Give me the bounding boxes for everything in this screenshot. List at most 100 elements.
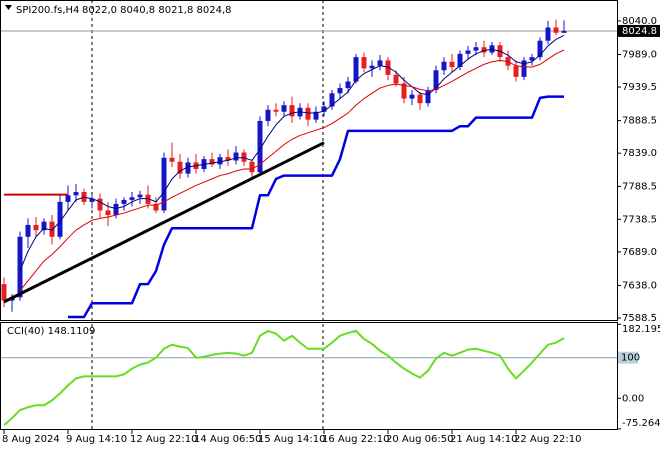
- candle-body: [49, 221, 55, 237]
- y-tick-label: 7989.0: [622, 49, 657, 60]
- candle-body: [161, 157, 167, 211]
- y-tick-label: 7788.5: [622, 181, 657, 192]
- last-price-label: 8024.8: [622, 26, 657, 37]
- candle-body: [185, 162, 191, 174]
- x-tick-label: 20 Aug 06:50: [386, 434, 453, 445]
- candle-body: [97, 198, 103, 211]
- candle-body: [241, 152, 247, 162]
- candle-body: [17, 236, 23, 298]
- indicator-title: CCI(40) 148.1109: [7, 326, 95, 337]
- candle-body: [289, 105, 295, 117]
- y-tick-label: 7588.5: [622, 313, 657, 324]
- candle-body: [457, 53, 463, 67]
- candle-body: [481, 47, 487, 53]
- candle-body: [281, 105, 287, 112]
- candle-body: [89, 198, 95, 202]
- candle-body: [361, 57, 367, 69]
- candle-body: [313, 111, 319, 120]
- candle-body: [145, 194, 151, 204]
- cci-line: [3, 329, 565, 426]
- candle-body: [417, 94, 423, 104]
- y-tick-label: 7888.5: [622, 116, 657, 127]
- candle-body: [473, 47, 479, 51]
- y-tick-label: 7738.5: [622, 214, 657, 225]
- candle-body: [553, 27, 559, 33]
- y-tick-label: 182.1954: [622, 324, 660, 335]
- candle-body: [353, 57, 359, 82]
- candle-body: [225, 157, 231, 161]
- trend-line: [3, 141, 325, 304]
- candle-body: [425, 90, 431, 104]
- candle-body: [233, 152, 239, 161]
- candle-body: [137, 194, 143, 198]
- candle-body: [433, 70, 439, 91]
- candle-body: [513, 65, 519, 77]
- indicator-line: [19, 49, 565, 292]
- candle-body: [257, 120, 263, 173]
- y-tick-label: 7689.0: [622, 247, 657, 258]
- candle-body: [65, 195, 71, 202]
- candle-body: [105, 210, 111, 216]
- level-label: 100: [621, 353, 640, 364]
- candle-body: [153, 203, 159, 211]
- x-tick-label: 21 Aug 14:10: [450, 434, 517, 445]
- candle-body: [121, 199, 127, 204]
- symbol-title: SPI200.fs,H4: [16, 5, 79, 16]
- candle-body: [209, 159, 215, 165]
- candle-body: [57, 201, 63, 237]
- candle-body: [329, 93, 335, 107]
- candle-body: [345, 81, 351, 89]
- candle-body: [305, 107, 311, 120]
- candle-body: [169, 157, 175, 162]
- candle-body: [377, 60, 383, 66]
- candle-body: [449, 61, 455, 67]
- candle-body: [217, 157, 223, 165]
- candle-body: [41, 221, 47, 231]
- x-tick-label: 15 Aug 14:10: [258, 434, 325, 445]
- candle-body: [529, 57, 535, 61]
- ohlc-readout: 8022,0 8040,8 8021,8 8024,8: [82, 5, 232, 16]
- y-tick-label: 7939.5: [622, 82, 657, 93]
- x-tick-label: 22 Aug 22:10: [514, 434, 581, 445]
- y-tick-label: 0.00: [622, 393, 644, 404]
- candle-body: [521, 60, 527, 77]
- candle-body: [249, 161, 255, 173]
- indicator-line: [68, 95, 564, 319]
- candle-body: [385, 60, 391, 75]
- x-tick-label: 14 Aug 06:50: [194, 434, 261, 445]
- candle-body: [537, 40, 543, 58]
- candle-body: [73, 192, 79, 196]
- indicator-frame: [0, 322, 618, 430]
- candle-body: [545, 27, 551, 41]
- candle-body: [409, 94, 415, 99]
- candle-body: [113, 203, 119, 216]
- indicator-line: [19, 34, 565, 272]
- last-price-tag: [618, 24, 660, 37]
- candle-body: [401, 83, 407, 99]
- candle-body: [393, 74, 399, 84]
- candle-body: [369, 65, 375, 69]
- candle-body: [465, 50, 471, 54]
- candle-body: [25, 224, 31, 237]
- candle-body: [33, 224, 39, 231]
- menu-triangle[interactable]: [5, 5, 12, 10]
- y-tick-label: 7839.0: [622, 148, 657, 159]
- x-tick-label: 12 Aug 22:10: [130, 434, 197, 445]
- candle-body: [321, 106, 327, 112]
- candle-body: [129, 197, 135, 200]
- candle-body: [1, 284, 7, 301]
- candle-body: [273, 109, 279, 112]
- candle-body: [561, 30, 567, 33]
- x-tick-label: 16 Aug 22:10: [322, 434, 389, 445]
- candle-body: [441, 61, 447, 71]
- y-tick-label: 7638.0: [622, 280, 657, 291]
- candle-body: [177, 161, 183, 174]
- candle-body: [337, 88, 343, 94]
- x-tick-label: 8 Aug 2024: [2, 434, 60, 445]
- back-layer: [0, 0, 617, 430]
- x-tick-label: 9 Aug 14:10: [66, 434, 127, 445]
- candle-body: [265, 109, 271, 121]
